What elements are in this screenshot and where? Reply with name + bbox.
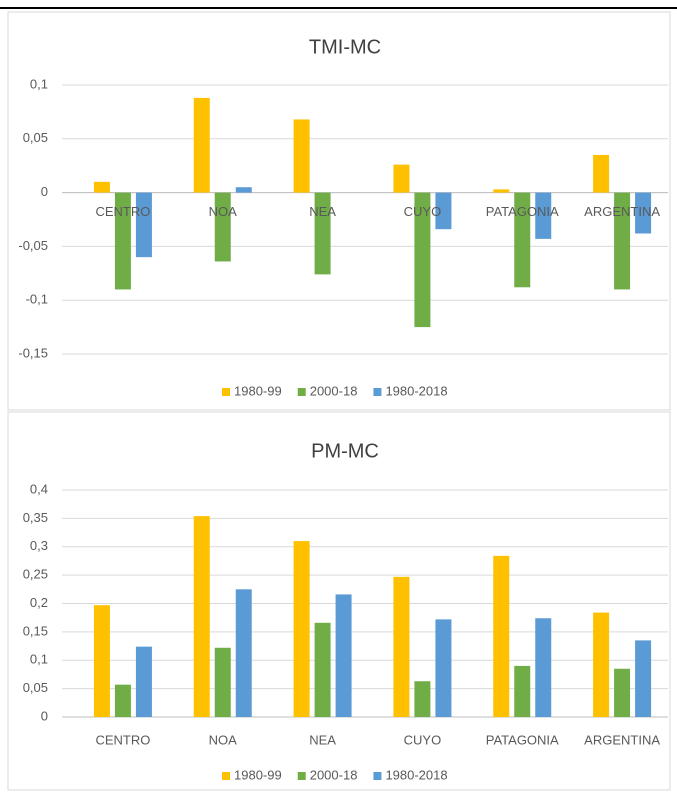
y-tick-label: 0,05 <box>23 680 48 695</box>
y-tick-label: 0 <box>41 184 48 199</box>
bar <box>414 681 431 717</box>
x-tick-label: ARGENTINA <box>584 732 660 747</box>
bar <box>193 97 210 193</box>
y-tick-label: 0,4 <box>30 481 48 496</box>
bar <box>435 619 452 717</box>
bar <box>93 181 110 193</box>
bar <box>614 668 631 717</box>
bar <box>193 516 210 717</box>
y-tick-label: 0,1 <box>30 76 48 91</box>
bar <box>535 618 552 717</box>
y-tick-label: 0,3 <box>30 538 48 553</box>
bar <box>314 192 331 275</box>
bar <box>435 192 452 230</box>
x-tick-label: NOA <box>209 732 238 747</box>
bar <box>593 154 610 193</box>
bar <box>235 187 252 193</box>
legend-label: 2000-18 <box>310 767 358 782</box>
bar <box>493 555 510 717</box>
y-tick-label: -0,15 <box>18 345 48 360</box>
bar <box>393 164 410 193</box>
chart-title: TMI-MC <box>309 36 381 58</box>
legend-label: 1980-2018 <box>385 767 447 782</box>
legend-label: 1980-2018 <box>385 383 447 398</box>
x-tick-label: PATAGONIA <box>486 732 559 747</box>
y-tick-label: -0,1 <box>26 292 48 307</box>
bar <box>414 192 431 328</box>
x-tick-label: CENTRO <box>95 732 150 747</box>
chart-title: PM-MC <box>311 440 379 462</box>
bar <box>393 576 410 717</box>
y-tick-label: -0,05 <box>18 238 48 253</box>
legend-swatch <box>373 772 382 780</box>
x-tick-label: CENTRO <box>95 204 150 219</box>
bar <box>493 189 510 193</box>
bar <box>135 192 152 258</box>
x-tick-label: PATAGONIA <box>486 204 559 219</box>
legend-label: 1980-99 <box>234 767 282 782</box>
bar <box>335 594 352 717</box>
x-tick-label: ARGENTINA <box>584 204 660 219</box>
x-tick-label: NEA <box>309 732 336 747</box>
y-tick-label: 0,15 <box>23 623 48 638</box>
legend-swatch <box>222 388 230 396</box>
bar <box>93 605 110 717</box>
bar <box>535 192 552 239</box>
bar <box>314 622 331 717</box>
y-tick-label: 0,05 <box>23 130 48 145</box>
bar <box>635 640 652 717</box>
x-tick-label: CUYO <box>404 204 442 219</box>
legend-swatch <box>222 772 230 780</box>
y-tick-label: 0,2 <box>30 595 48 610</box>
y-tick-label: 0,35 <box>23 510 48 525</box>
legend-swatch <box>297 772 306 780</box>
bar <box>135 646 152 717</box>
bar <box>114 684 131 717</box>
bar <box>293 119 310 193</box>
bar <box>214 192 231 262</box>
legend-swatch <box>297 388 306 396</box>
x-tick-label: NEA <box>309 204 336 219</box>
bar <box>514 192 531 288</box>
x-tick-label: NOA <box>209 204 238 219</box>
bar <box>593 612 610 717</box>
legend-label: 2000-18 <box>310 383 358 398</box>
y-tick-label: 0,25 <box>23 567 48 582</box>
bar <box>635 192 652 234</box>
legend-label: 1980-99 <box>234 383 282 398</box>
y-tick-label: 0,1 <box>30 652 48 667</box>
bar <box>514 665 531 717</box>
y-tick-label: 0 <box>41 708 48 723</box>
bar <box>235 589 252 717</box>
legend-swatch <box>373 388 382 396</box>
x-tick-label: CUYO <box>404 732 442 747</box>
bar <box>614 192 631 290</box>
bar <box>214 647 231 717</box>
bar <box>293 541 310 717</box>
bar <box>114 192 131 290</box>
